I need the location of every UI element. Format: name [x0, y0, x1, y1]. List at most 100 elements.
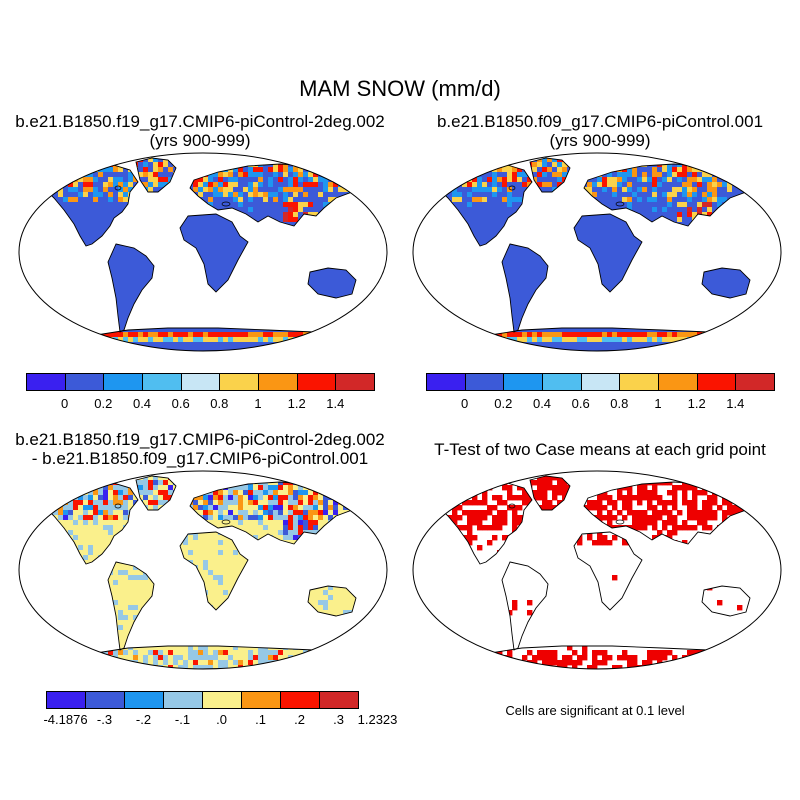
grid-cell	[208, 347, 214, 351]
grid-cell	[53, 232, 59, 238]
grid-cell	[652, 227, 658, 233]
grid-cell	[752, 242, 757, 247]
grid-cell	[53, 162, 59, 168]
grid-cell	[477, 237, 483, 243]
grid-cell	[328, 207, 334, 213]
grid-cell	[298, 242, 304, 248]
grid-cell	[532, 257, 538, 263]
grid-cell	[44, 162, 49, 168]
grid-cell	[472, 267, 478, 273]
grid-cell	[88, 337, 94, 343]
grid-cell	[502, 172, 508, 178]
grid-cell	[283, 172, 289, 178]
grid-cell	[662, 272, 668, 278]
grid-cell	[148, 177, 154, 183]
grid-cell	[263, 312, 269, 318]
grid-cell	[268, 222, 274, 228]
grid-cell	[512, 252, 518, 258]
grid-cell	[767, 172, 772, 177]
grid-cell	[602, 272, 608, 278]
grid-cell	[467, 158, 473, 163]
grid-cell	[218, 282, 224, 288]
grid-cell	[353, 252, 356, 258]
grid-cell	[512, 197, 518, 203]
grid-cell	[23, 347, 28, 352]
grid-cell	[58, 252, 64, 258]
grid-cell	[552, 262, 558, 268]
grid-cell	[143, 217, 149, 223]
grid-cell	[68, 177, 74, 183]
grid-cell	[727, 247, 733, 253]
grid-cell	[438, 158, 443, 163]
grid-cell	[163, 332, 169, 338]
grid-cell	[238, 237, 244, 243]
grid-cell	[318, 162, 324, 168]
grid-cell	[143, 167, 149, 173]
grid-cell	[562, 282, 568, 288]
grid-cell	[333, 192, 339, 198]
grid-cell	[487, 227, 493, 233]
grid-cell	[438, 277, 443, 283]
grid-cell	[223, 342, 229, 348]
grid-cell	[527, 152, 532, 157]
grid-cell	[78, 222, 84, 228]
grid-cell	[148, 282, 154, 288]
grid-cell	[58, 262, 64, 268]
grid-cell	[323, 232, 329, 238]
grid-cell	[258, 152, 263, 157]
grid-cell	[213, 337, 219, 343]
grid-cell	[298, 207, 304, 213]
grid-cell	[477, 162, 483, 168]
grid-cell	[268, 252, 274, 258]
grid-cell	[692, 262, 698, 268]
grid-cell	[138, 282, 144, 288]
grid-cell	[193, 217, 199, 223]
grid-cell	[592, 182, 598, 188]
grid-cell	[248, 317, 254, 323]
grid-cell	[233, 237, 239, 243]
grid-cell	[153, 237, 159, 243]
grid-cell	[627, 158, 633, 163]
grid-cell	[502, 262, 508, 268]
grid-cell	[767, 277, 772, 282]
grid-cell	[63, 287, 69, 293]
grid-cell	[692, 182, 698, 188]
grid-cell	[567, 242, 573, 248]
grid-cell	[537, 222, 543, 228]
grid-cell	[582, 167, 588, 173]
grid-cell	[612, 182, 618, 188]
grid-cell	[98, 252, 104, 258]
grid-cell	[378, 267, 383, 272]
grid-cell	[33, 332, 38, 337]
grid-cell	[63, 332, 69, 338]
grid-cell	[452, 192, 458, 198]
grid-cell	[273, 187, 279, 193]
grid-cell	[303, 172, 309, 178]
grid-cell	[168, 342, 174, 348]
grid-cell	[557, 172, 563, 178]
grid-cell	[123, 212, 129, 218]
grid-cell	[722, 172, 728, 178]
grid-cell	[268, 267, 274, 273]
grid-cell	[417, 257, 422, 262]
panel-1-title-line-2: (yrs 900-999)	[149, 131, 251, 150]
grid-cell	[682, 172, 688, 178]
grid-cell	[363, 227, 368, 232]
grid-cell	[248, 212, 254, 218]
grid-cell	[492, 277, 498, 283]
grid-cell	[767, 182, 772, 187]
panel-2-title-line-1: b.e21.B1850.f09_g17.CMIP6-piControl.001	[436, 112, 764, 131]
grid-cell	[263, 337, 269, 343]
grid-cell	[18, 202, 23, 207]
grid-cell	[198, 327, 204, 333]
grid-cell	[183, 322, 189, 328]
grid-cell	[178, 152, 183, 157]
grid-cell	[492, 237, 498, 243]
grid-cell	[103, 302, 109, 308]
grid-cell	[318, 297, 324, 303]
grid-cell	[208, 277, 214, 283]
grid-cell	[238, 332, 244, 338]
grid-cell	[23, 247, 28, 252]
grid-cell	[108, 257, 114, 263]
grid-cell	[492, 202, 498, 208]
